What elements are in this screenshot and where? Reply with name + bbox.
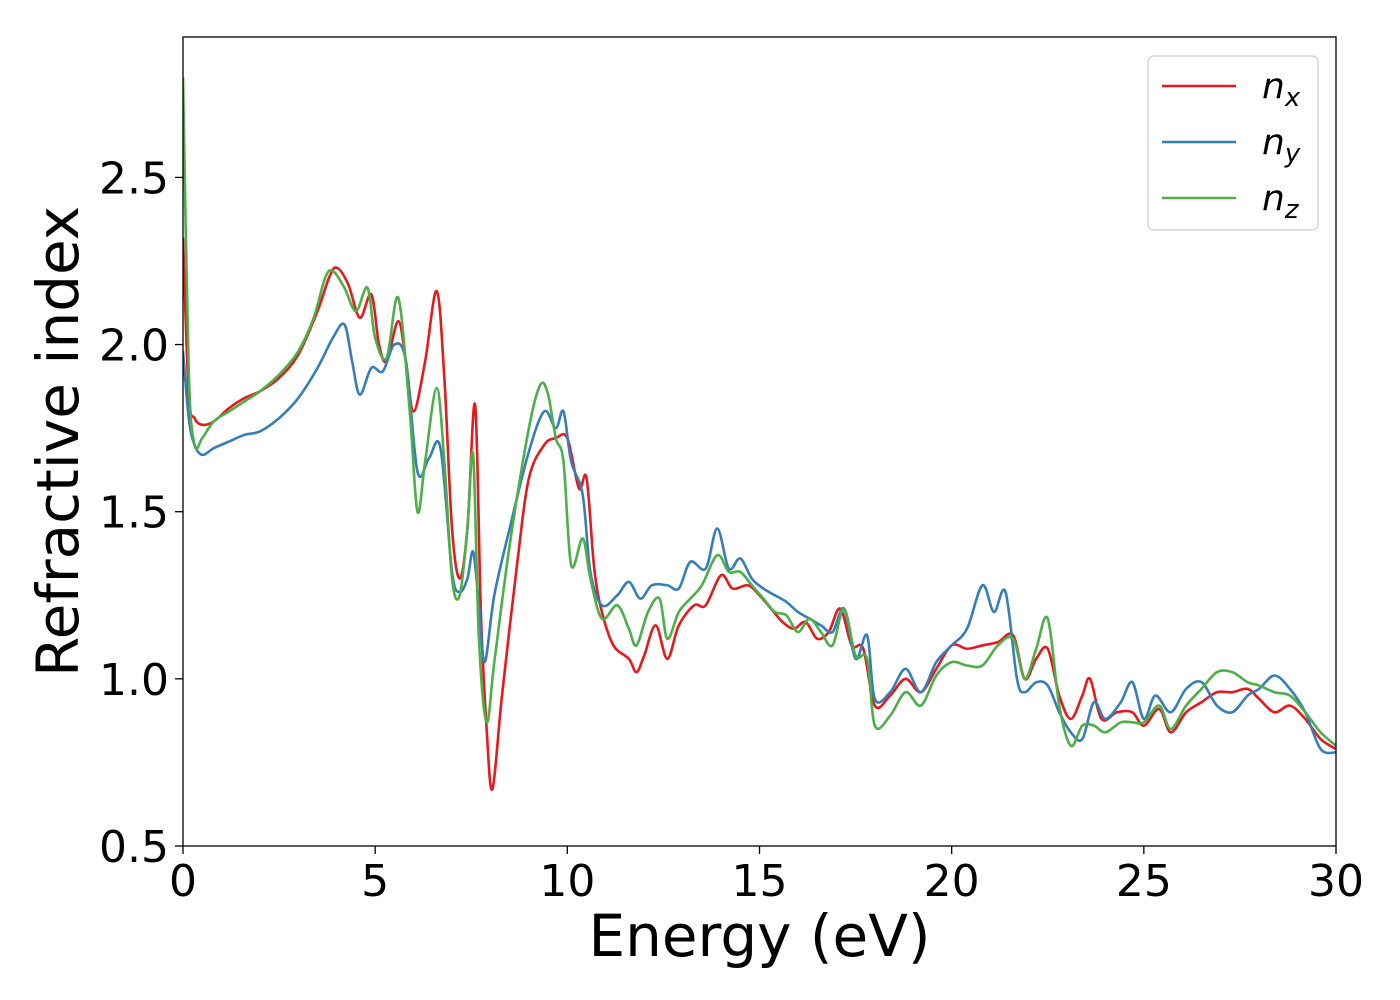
- y-tick-label: 1.5: [99, 488, 169, 539]
- x-tick-label: 10: [539, 856, 595, 907]
- series-line-y: [183, 322, 1336, 755]
- y-tick-label: 1.0: [99, 655, 169, 706]
- legend-label-y: ny: [1262, 122, 1301, 169]
- y-axis-label: Refractive index: [24, 206, 92, 677]
- x-tick-label: 20: [924, 856, 980, 907]
- axis-ticks: 0 5 10 15 20 25 30 0.5 1.0 1.5 2.0 2.5: [99, 153, 1364, 907]
- legend: nx ny nz: [1147, 55, 1319, 231]
- series-line-z: [183, 77, 1336, 748]
- legend-label-z: nz: [1262, 178, 1300, 225]
- x-axis-label: Energy (eV): [588, 902, 930, 970]
- x-tick-label: 5: [361, 856, 389, 907]
- plot-frame: [182, 36, 1337, 847]
- x-tick-label: 15: [732, 856, 788, 907]
- legend-label-x: nx: [1262, 66, 1301, 113]
- y-tick-label: 2.0: [99, 321, 169, 372]
- series-line-x: [183, 237, 1336, 791]
- y-tick-label: 2.5: [99, 153, 169, 204]
- y-tick-label: 0.5: [99, 822, 169, 873]
- series-lines: [183, 77, 1336, 791]
- x-tick-label: 0: [169, 856, 197, 907]
- x-tick-label: 30: [1308, 856, 1364, 907]
- x-tick-label: 25: [1116, 856, 1172, 907]
